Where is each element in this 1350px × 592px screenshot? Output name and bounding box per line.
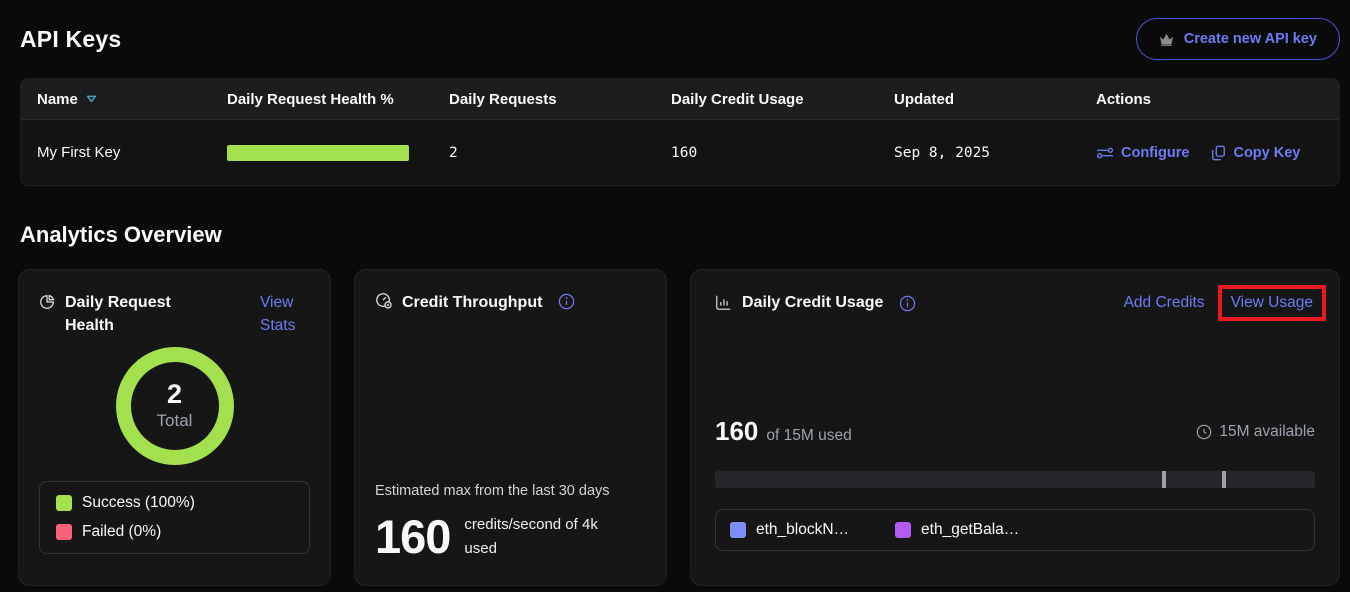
gauge-icon: [375, 292, 392, 309]
success-swatch: [56, 494, 72, 511]
card-head-health: Daily Request Health View Stats: [39, 291, 310, 338]
donut-total-value: 2: [166, 378, 183, 409]
column-name-label: Name: [37, 90, 78, 108]
credit-usage-progress-bar: [715, 471, 1315, 488]
throughput-value: 160: [375, 510, 451, 563]
info-icon[interactable]: [558, 293, 575, 310]
legend-item-eth-getbalance: eth_getBala…: [895, 521, 1019, 539]
view-stats-link[interactable]: View Stats: [260, 294, 296, 335]
column-daily-requests: Daily Requests: [449, 90, 557, 108]
credits-used-value: 160: [715, 416, 759, 446]
usage-legend: eth_blockN… eth_getBala…: [715, 509, 1315, 551]
credit-throughput-card: Credit Throughput Estimated max from the…: [354, 269, 667, 586]
donut-total-label: Total: [156, 411, 193, 431]
daily-request-health-card: Daily Request Health View Stats 2 Total …: [18, 269, 331, 586]
analytics-heading: Analytics Overview: [20, 222, 222, 247]
column-actions: Actions: [1096, 90, 1152, 108]
card-head-usage: Daily Credit Usage Add Credits View Usag…: [715, 284, 1326, 321]
legend-item-failed: Failed (0%): [56, 523, 293, 541]
credits-available-label: 15M available: [1219, 423, 1315, 440]
create-api-key-label: Create new API key: [1183, 31, 1317, 47]
table-header-row: Name Daily Request Health % Daily Reques…: [21, 79, 1339, 119]
eth-getbalance-swatch: [895, 522, 912, 538]
column-updated: Updated: [894, 90, 954, 108]
health-legend: Success (100%) Failed (0%): [39, 480, 310, 554]
info-icon[interactable]: [899, 295, 916, 312]
eth-blocknumber-swatch: [730, 522, 746, 538]
sort-chevron-icon: [86, 95, 97, 103]
health-bar: [227, 144, 409, 161]
pie-chart-icon: [39, 294, 55, 337]
request-health-donut: 2 Total: [115, 346, 234, 465]
progress-marker: [1222, 471, 1226, 488]
column-name[interactable]: Name: [37, 91, 227, 108]
bar-chart-icon: [715, 294, 732, 311]
legend-item-eth-blocknumber: eth_blockN…: [730, 521, 849, 539]
eth-blocknumber-label: eth_blockN…: [756, 521, 850, 538]
column-health: Daily Request Health %: [227, 90, 394, 108]
daily-credit-usage-value: 160: [671, 144, 698, 161]
legend-item-success: Success (100%): [56, 494, 293, 512]
add-credits-link[interactable]: Add Credits: [1123, 293, 1205, 311]
daily-requests-value: 2: [449, 144, 458, 161]
updated-value: Sep 8, 2025: [894, 144, 991, 161]
clock-icon: [1196, 424, 1212, 440]
credits-available: 15M available: [1196, 423, 1315, 441]
actions-cell: Configure Copy Key: [1096, 145, 1323, 161]
table-row: My First Key 2 160 Sep 8, 2025 Configure: [21, 119, 1339, 185]
crown-icon: [1159, 33, 1174, 46]
view-usage-link[interactable]: View Usage: [1230, 293, 1313, 311]
donut-wrap: 2 Total: [39, 346, 310, 465]
card-title-usage: Daily Credit Usage: [742, 294, 884, 311]
throughput-value-row: 160 credits/second of 4k used: [375, 509, 646, 564]
throughput-subtitle: Estimated max from the last 30 days: [375, 483, 610, 499]
page-title: API Keys: [20, 25, 122, 52]
daily-credit-usage-card: Daily Credit Usage Add Credits View Usag…: [690, 269, 1340, 586]
throughput-unit: credits/second of 4k used: [464, 515, 598, 557]
sliders-icon: [1096, 146, 1114, 160]
api-keys-header: API Keys Create new API key: [0, 0, 1350, 64]
api-keys-table: Name Daily Request Health % Daily Reques…: [20, 78, 1340, 186]
configure-label: Configure: [1121, 144, 1190, 161]
credits-used-label: of 15M used: [766, 427, 852, 444]
annotation-highlight-box: View Usage: [1217, 284, 1326, 321]
copy-key-button[interactable]: Copy Key: [1211, 145, 1300, 161]
card-title-throughput: Credit Throughput: [402, 294, 543, 311]
analytics-cards: Daily Request Health View Stats 2 Total …: [18, 269, 1340, 586]
key-name: My First Key: [37, 144, 121, 161]
failed-label: Failed (0%): [82, 522, 162, 540]
progress-marker: [1162, 471, 1166, 488]
usage-summary-row: 160 of 15M used 15M available: [715, 416, 1315, 447]
card-title-health: Daily Request Health: [65, 294, 171, 335]
failed-swatch: [56, 523, 72, 540]
copy-icon: [1211, 145, 1226, 161]
eth-getbalance-label: eth_getBala…: [921, 521, 1020, 538]
column-daily-credit-usage: Daily Credit Usage: [671, 90, 804, 108]
create-api-key-button[interactable]: Create new API key: [1135, 18, 1340, 60]
card-head-throughput: Credit Throughput: [375, 291, 646, 314]
health-bar-cell: [227, 144, 449, 161]
copy-key-label: Copy Key: [1233, 144, 1301, 161]
success-label: Success (100%): [82, 493, 195, 511]
configure-button[interactable]: Configure: [1096, 145, 1189, 161]
